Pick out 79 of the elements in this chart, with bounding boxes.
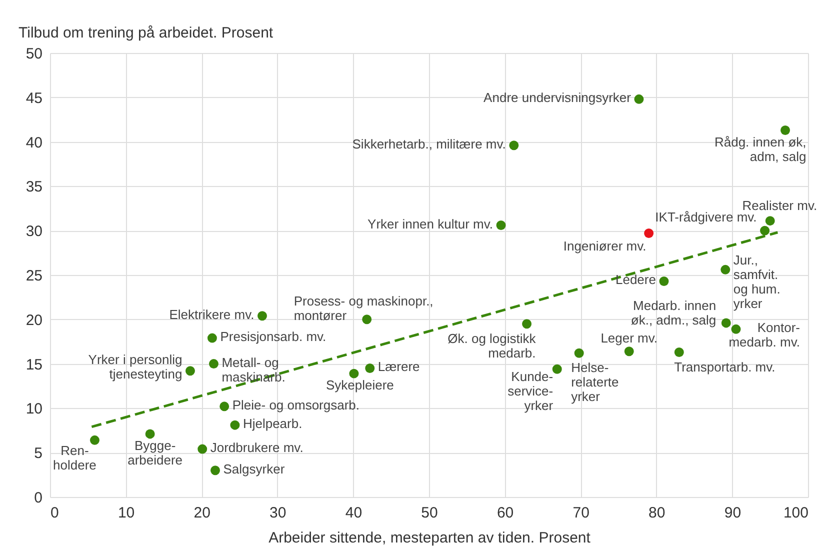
annotation: Kunde- service- yrker — [508, 369, 554, 414]
y-tick-label: 40 — [26, 134, 42, 152]
annotation: Yrker innen kultur mv. — [368, 216, 494, 232]
point — [208, 359, 218, 369]
point — [349, 368, 359, 378]
y-tick-label: 15 — [26, 356, 42, 374]
point — [220, 402, 230, 412]
point — [207, 333, 217, 343]
annotation: Lærere — [378, 359, 420, 374]
point — [721, 318, 731, 328]
point — [624, 346, 634, 356]
point — [731, 324, 741, 334]
x-tick-label: 10 — [118, 504, 135, 522]
y-tick-label: 10 — [26, 400, 42, 418]
y-tick-label: 0 — [34, 490, 42, 506]
y-tick-label: 45 — [26, 90, 42, 107]
annotation: Jur., samfvit. og hum. yrker — [733, 252, 780, 312]
point — [365, 364, 375, 373]
y-tick-label: 30 — [26, 223, 42, 240]
point — [644, 228, 654, 238]
point — [509, 140, 519, 150]
annotation: Leger mv. — [600, 330, 658, 346]
annotation: Rådg. innen øk, adm, salg — [714, 134, 806, 164]
x-tick-label: 90 — [724, 504, 742, 522]
y-tick-label: 50 — [26, 46, 42, 62]
point — [552, 364, 562, 374]
x-tick-label: 100 — [783, 504, 808, 522]
x-tick-label: 80 — [648, 504, 666, 522]
point — [257, 311, 267, 321]
annotation: Helse- relaterte yrker — [571, 360, 619, 404]
point — [230, 420, 240, 430]
y-axis-title: Tilbud om trening på arbeidet. Prosent — [18, 24, 274, 42]
annotation: Sykepleiere — [326, 378, 394, 393]
x-tick-label: 40 — [345, 504, 362, 522]
annotation: Medarb. innen øk., adm., salg — [630, 298, 716, 328]
annotation: Pleie- og omsorgsarb. — [232, 397, 360, 412]
annotation: Presisjonsarb. mv. — [220, 329, 326, 344]
point — [210, 466, 220, 476]
y-tick-label: 35 — [26, 178, 42, 196]
annotation: Hjelpearb. — [242, 416, 302, 432]
x-tick-label: 20 — [194, 504, 210, 522]
y-tick-label: 20 — [26, 312, 42, 329]
annotation: Yrker i personlig tjenesteyting — [88, 352, 182, 382]
annotation: Jordbrukere mv. — [210, 440, 304, 456]
annotation: Prosess- og maskinopr., montører — [294, 293, 434, 323]
annotation: Bygge- arbeidere — [128, 438, 183, 468]
point — [185, 366, 195, 376]
point — [145, 429, 155, 439]
point — [198, 444, 208, 454]
point — [362, 314, 372, 324]
annotation: Ingeniører mv. — [563, 238, 646, 254]
x-tick-label: 30 — [270, 504, 286, 522]
point — [659, 276, 669, 286]
x-tick-label: 60 — [496, 504, 514, 522]
x-axis-title: Arbeider sittende, mesteparten av tiden. Prosent — [268, 530, 592, 546]
y-tick-label: 5 — [34, 445, 42, 462]
point — [780, 126, 790, 135]
point — [522, 319, 532, 329]
annotation: Kontor- medarb. mv. — [728, 320, 800, 350]
x-tick-label: 50 — [421, 504, 438, 522]
annotation: Salgsyrker — [223, 461, 286, 476]
point — [720, 264, 730, 274]
point — [90, 435, 100, 445]
annotation: Ren- holdere — [53, 443, 96, 473]
x-tick-label: 70 — [572, 504, 590, 522]
annotation: Transportarb. mv. — [674, 359, 776, 374]
annotation: Øk. og logistikk medarb. — [448, 330, 536, 360]
y-tick-label: 25 — [26, 268, 42, 284]
point — [760, 226, 770, 236]
x-tick-label: 0 — [50, 504, 59, 522]
annotation: Ledere — [615, 272, 656, 288]
annotation: Elektrikere mv. — [169, 306, 254, 322]
point — [634, 94, 644, 104]
annotation: Andre undervisningsyrker — [484, 90, 632, 106]
annotation: Sikkerhetarb., militære mv. — [352, 136, 506, 152]
point — [674, 348, 684, 357]
point — [496, 220, 506, 230]
point — [574, 348, 584, 358]
point — [765, 216, 775, 226]
